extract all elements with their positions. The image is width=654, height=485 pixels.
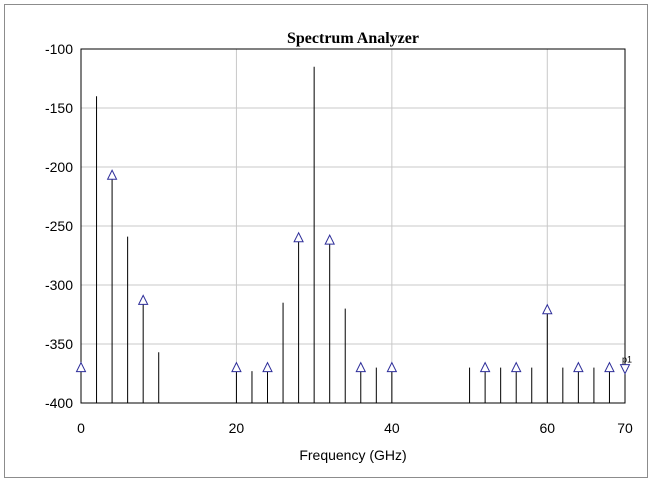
marker-triangle: [479, 361, 491, 373]
marker-triangle: [541, 303, 553, 315]
marker-triangle-down: [619, 364, 631, 375]
plot-area-border: [80, 48, 626, 404]
marker-triangle: [355, 361, 367, 373]
chart-title: Spectrum Analyzer: [287, 30, 419, 47]
marker-triangle: [106, 169, 118, 180]
marker-triangle: [386, 361, 398, 373]
grid: [81, 49, 625, 403]
x-axis-ticks: 0 20 40 60 70: [77, 420, 633, 436]
x-axis-label: Frequency (GHz): [299, 447, 406, 463]
spectrum-chart: Spectrum Analyzer 0 20 40 60 70 -100 -150 -200…: [45, 30, 633, 463]
markers: [75, 169, 615, 373]
marker-triangle: [324, 234, 335, 245]
y-tick-label: -350: [45, 336, 73, 352]
y-tick-label: -200: [45, 159, 73, 175]
marker-triangle: [231, 361, 242, 373]
annotations: p1: [619, 355, 632, 375]
chart-frame: Spectrum Analyzer 0 20 40 60 70 -100 -150 -200…: [4, 4, 648, 478]
x-tick-label: 60: [539, 420, 555, 436]
marker-triangle: [75, 361, 87, 373]
marker-triangle: [604, 361, 615, 373]
y-tick-label: -100: [45, 41, 73, 57]
x-tick-label: 40: [384, 420, 400, 436]
marker-triangle: [262, 361, 273, 373]
y-tick-label: -150: [45, 100, 73, 116]
marker-triangle: [573, 361, 584, 373]
x-tick-label: 0: [77, 420, 85, 436]
x-tick-label: 20: [229, 420, 245, 436]
stems: [80, 66, 610, 403]
x-tick-label: 70: [617, 420, 633, 436]
marker-label: p1: [622, 355, 632, 365]
y-tick-label: -400: [45, 395, 73, 411]
y-tick-label: -300: [45, 277, 73, 293]
y-axis-ticks: -100 -150 -200 -250 -300 -350 -400: [45, 41, 73, 411]
marker-triangle: [293, 231, 304, 243]
y-tick-label: -250: [45, 218, 73, 234]
marker-triangle: [137, 294, 149, 305]
marker-triangle: [510, 361, 522, 373]
